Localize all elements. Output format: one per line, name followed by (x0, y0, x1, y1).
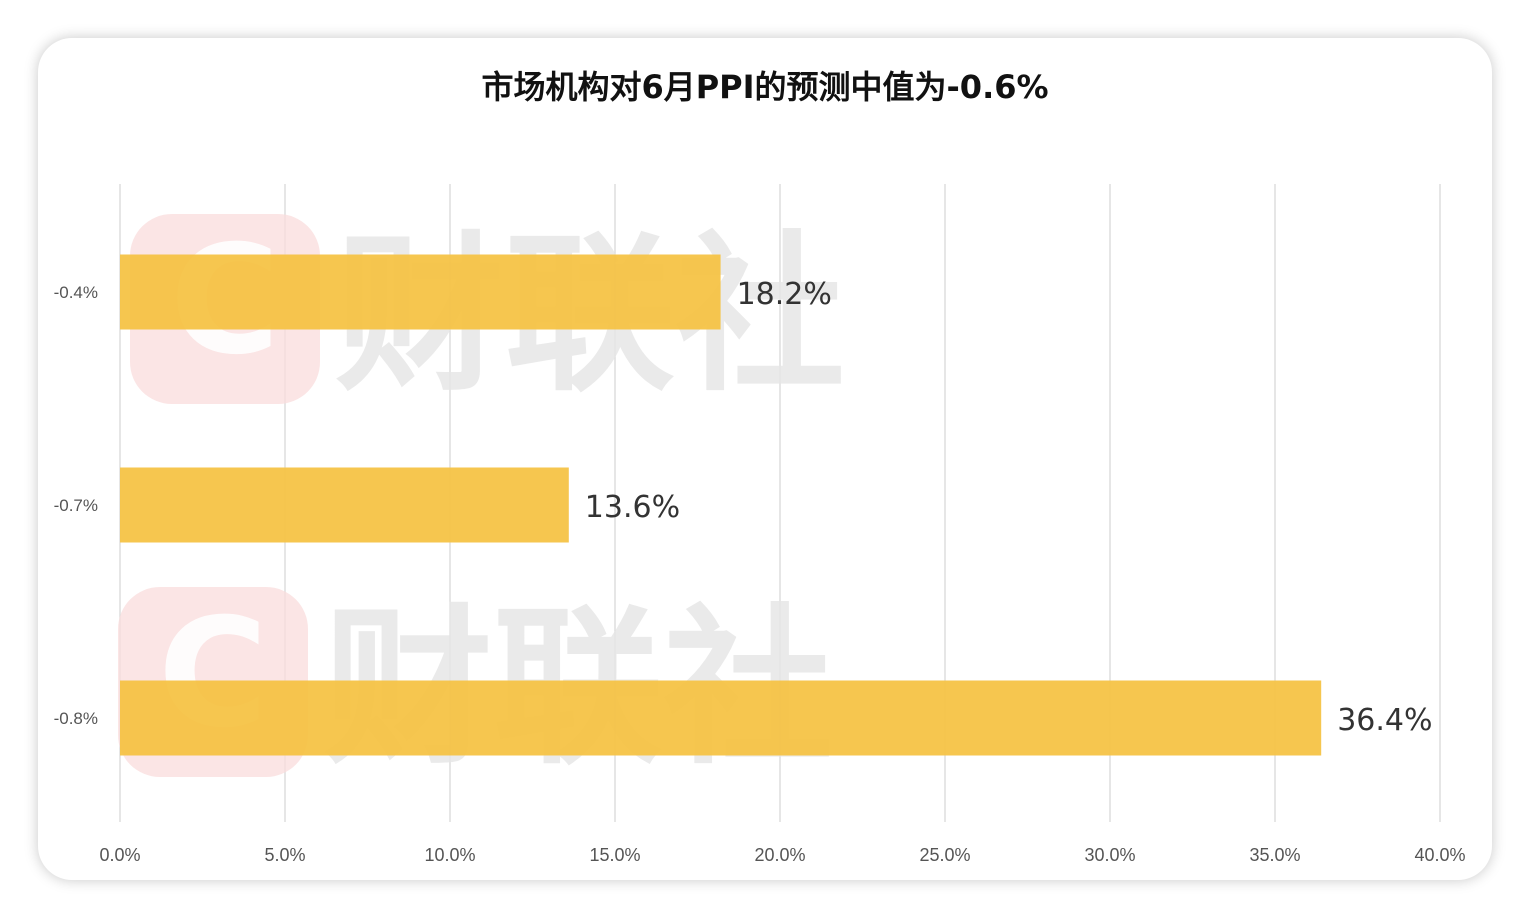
x-tick-label: 35.0% (1249, 845, 1300, 865)
x-tick-label: 10.0% (424, 845, 475, 865)
value-labels: 18.2% 13.6% 36.4% (585, 277, 1433, 738)
x-tick-label: 20.0% (754, 845, 805, 865)
bar-value-label: 18.2% (737, 277, 832, 312)
chart-title: 市场机构对6月PPI的预测中值为-0.6% (481, 68, 1049, 106)
x-axis-tick-labels: 0.0% 5.0% 10.0% 15.0% 20.0% 25.0% 30.0% 35.0% 40… (99, 845, 1465, 865)
y-tick-label: -0.4% (54, 283, 98, 302)
y-axis-tick-labels: -0.4% -0.7% -0.8% (54, 283, 98, 728)
y-tick-label: -0.8% (54, 709, 98, 728)
x-tick-label: 5.0% (264, 845, 305, 865)
x-tick-label: 25.0% (919, 845, 970, 865)
bar-chart: C财联社C财联社 18.2%13.6%36.4% -0.4%-0.7%-0.8%… (54, 184, 1466, 865)
x-tick-label: 15.0% (589, 845, 640, 865)
bars (120, 254, 1322, 756)
bar-value-label: 13.6% (585, 490, 680, 525)
bar-1 (120, 254, 721, 330)
bar-2 (120, 467, 569, 543)
bar-value-label: 36.4% (1337, 703, 1432, 738)
bar-3 (120, 680, 1322, 756)
x-tick-label: 30.0% (1084, 845, 1135, 865)
x-tick-label: 40.0% (1414, 845, 1465, 865)
y-tick-label: -0.7% (54, 496, 98, 515)
x-tick-label: 0.0% (99, 845, 140, 865)
chart-card: 市场机构对6月PPI的预测中值为-0.6% C财联社C财联社 18.2%13.6… (38, 38, 1492, 880)
